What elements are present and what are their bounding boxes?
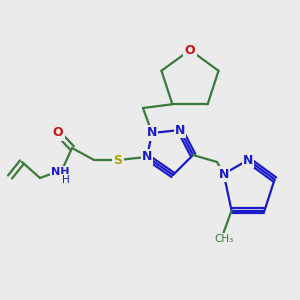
Text: CH₃: CH₃: [214, 234, 233, 244]
Text: O: O: [53, 127, 63, 140]
Text: N: N: [243, 154, 253, 166]
Text: N: N: [142, 151, 152, 164]
Text: H: H: [62, 175, 70, 185]
Text: O: O: [185, 44, 195, 56]
Text: NH: NH: [51, 167, 69, 177]
Text: S: S: [113, 154, 122, 166]
Text: N: N: [175, 124, 185, 136]
Text: N: N: [147, 127, 157, 140]
Text: N: N: [219, 167, 229, 181]
